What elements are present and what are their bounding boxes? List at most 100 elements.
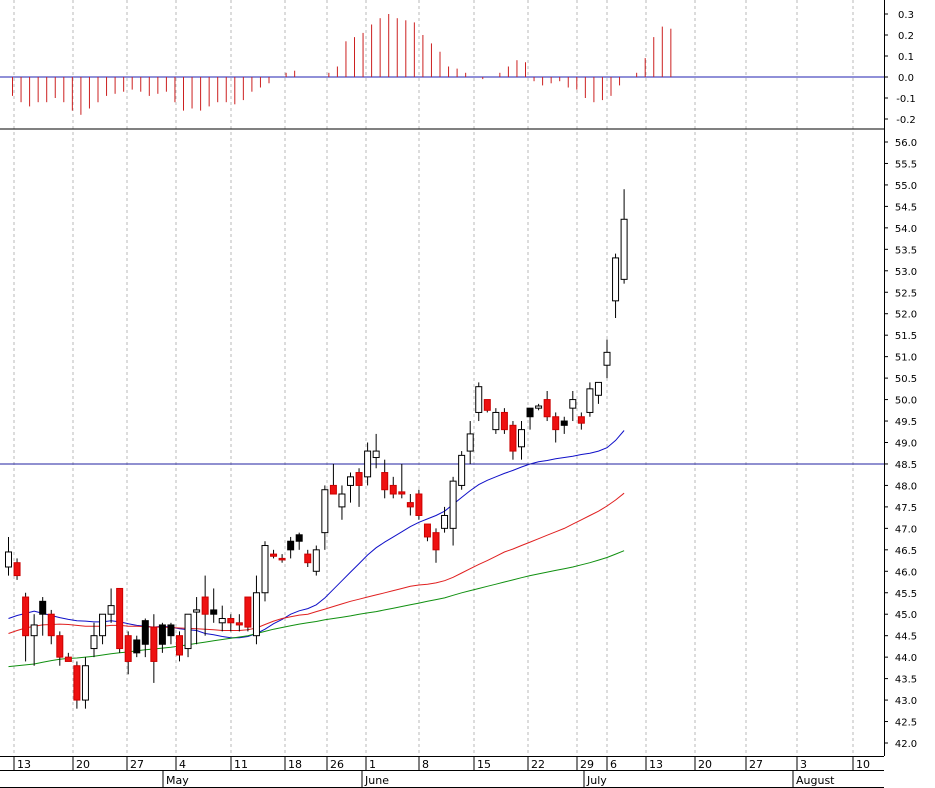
candlestick [620, 189, 628, 284]
candle-body [518, 429, 525, 448]
candle-body [304, 553, 312, 564]
candle-body [141, 620, 149, 645]
price-tick-label: 45.0 [895, 610, 917, 621]
candlestick [406, 494, 414, 516]
candle-body [184, 613, 192, 650]
price-tick-label: 54.0 [895, 224, 917, 235]
indicator-tick-label: -0.2 [896, 115, 916, 126]
candlestick [329, 463, 337, 495]
candlestick [210, 588, 218, 623]
candlestick [124, 631, 132, 675]
candle-body [30, 624, 38, 637]
price-tick-label: 52.0 [895, 310, 917, 321]
candle-body [64, 656, 72, 662]
candlestick [56, 631, 64, 666]
candle-body [432, 532, 440, 551]
candlestick [235, 614, 243, 632]
indicator-tick-label: 0.3 [898, 10, 914, 21]
candle-body [389, 484, 397, 495]
candlestick [586, 382, 594, 417]
candle-body [295, 534, 303, 542]
candlestick [47, 609, 55, 645]
candle-body [81, 665, 89, 701]
candle-body [201, 596, 209, 615]
month-tick-label: May [166, 774, 189, 787]
candle-body [270, 553, 278, 557]
price-tick-label: 46.5 [895, 546, 917, 557]
month-tick-label: June [364, 774, 389, 787]
price-tick-label: 51.5 [895, 331, 917, 342]
candlestick [466, 421, 474, 464]
candle-body [620, 218, 628, 280]
candlestick [603, 339, 611, 379]
candle-body [466, 433, 474, 452]
price-tick-label: 44.5 [895, 632, 917, 643]
candlestick [158, 622, 166, 653]
date-tick-label: 22 [531, 758, 545, 771]
candlestick [39, 597, 47, 636]
candlestick [535, 403, 543, 411]
candlestick [295, 532, 303, 550]
candle-body [5, 551, 12, 568]
price-tick-label: 49.0 [895, 439, 917, 450]
candlestick [261, 541, 269, 602]
candlestick [90, 622, 98, 658]
candlestick [594, 381, 602, 404]
date-tick-label: 3 [800, 758, 807, 771]
candlestick [30, 614, 38, 666]
candle-body [176, 635, 183, 656]
candlestick [458, 451, 466, 490]
candle-body [483, 399, 491, 411]
candlestick [398, 463, 406, 499]
price-tick-label: 51.0 [895, 353, 917, 364]
candlestick [338, 485, 346, 520]
price-tick-label: 48.5 [895, 460, 917, 471]
candlestick [244, 596, 252, 632]
candlestick [347, 472, 354, 503]
candlestick [107, 588, 115, 623]
candle-body [252, 592, 260, 637]
candle-body [475, 386, 483, 413]
candle-body [509, 424, 517, 452]
candlestick [133, 635, 141, 658]
candlestick [287, 536, 295, 559]
date-tick-label: 1 [369, 758, 376, 771]
candle-body [158, 624, 166, 645]
price-tick-label: 43.0 [895, 696, 917, 707]
candle-body [47, 613, 55, 637]
candle-body [150, 626, 158, 662]
candle-body [347, 476, 354, 486]
date-tick-label: 18 [288, 758, 302, 771]
candle-body [415, 493, 423, 516]
candlestick [201, 575, 209, 636]
candlestick [441, 506, 449, 533]
candlestick [13, 558, 21, 580]
candlestick [193, 597, 201, 645]
price-tick-label: 46.0 [895, 567, 917, 578]
indicator-tick-label: 0.0 [898, 73, 914, 84]
price-tick-label: 44.0 [895, 653, 917, 664]
price-tick-label: 56.0 [895, 138, 917, 149]
price-tick-label: 52.5 [895, 288, 917, 299]
chart-axes [0, 0, 885, 788]
date-tick-label: 10 [856, 758, 870, 771]
date-tick-label: 27 [749, 758, 763, 771]
candle-body [398, 491, 406, 495]
candlestick [423, 523, 431, 542]
candle-body [22, 596, 30, 637]
candlestick [552, 412, 560, 443]
date-tick-label: 13 [649, 758, 663, 771]
candlestick [509, 421, 517, 460]
indicator-tick-label: 0.1 [898, 52, 914, 63]
price-tick-label: 50.0 [895, 396, 917, 407]
date-tick-label: 27 [130, 758, 144, 771]
candlestick [372, 433, 380, 469]
candle-body [167, 624, 175, 637]
candle-body [235, 622, 243, 626]
candlestick [475, 382, 483, 422]
candlestick [500, 408, 508, 434]
candlestick [526, 407, 534, 430]
candle-body [244, 596, 252, 628]
candlestick [5, 536, 12, 576]
candle-body [107, 605, 115, 615]
